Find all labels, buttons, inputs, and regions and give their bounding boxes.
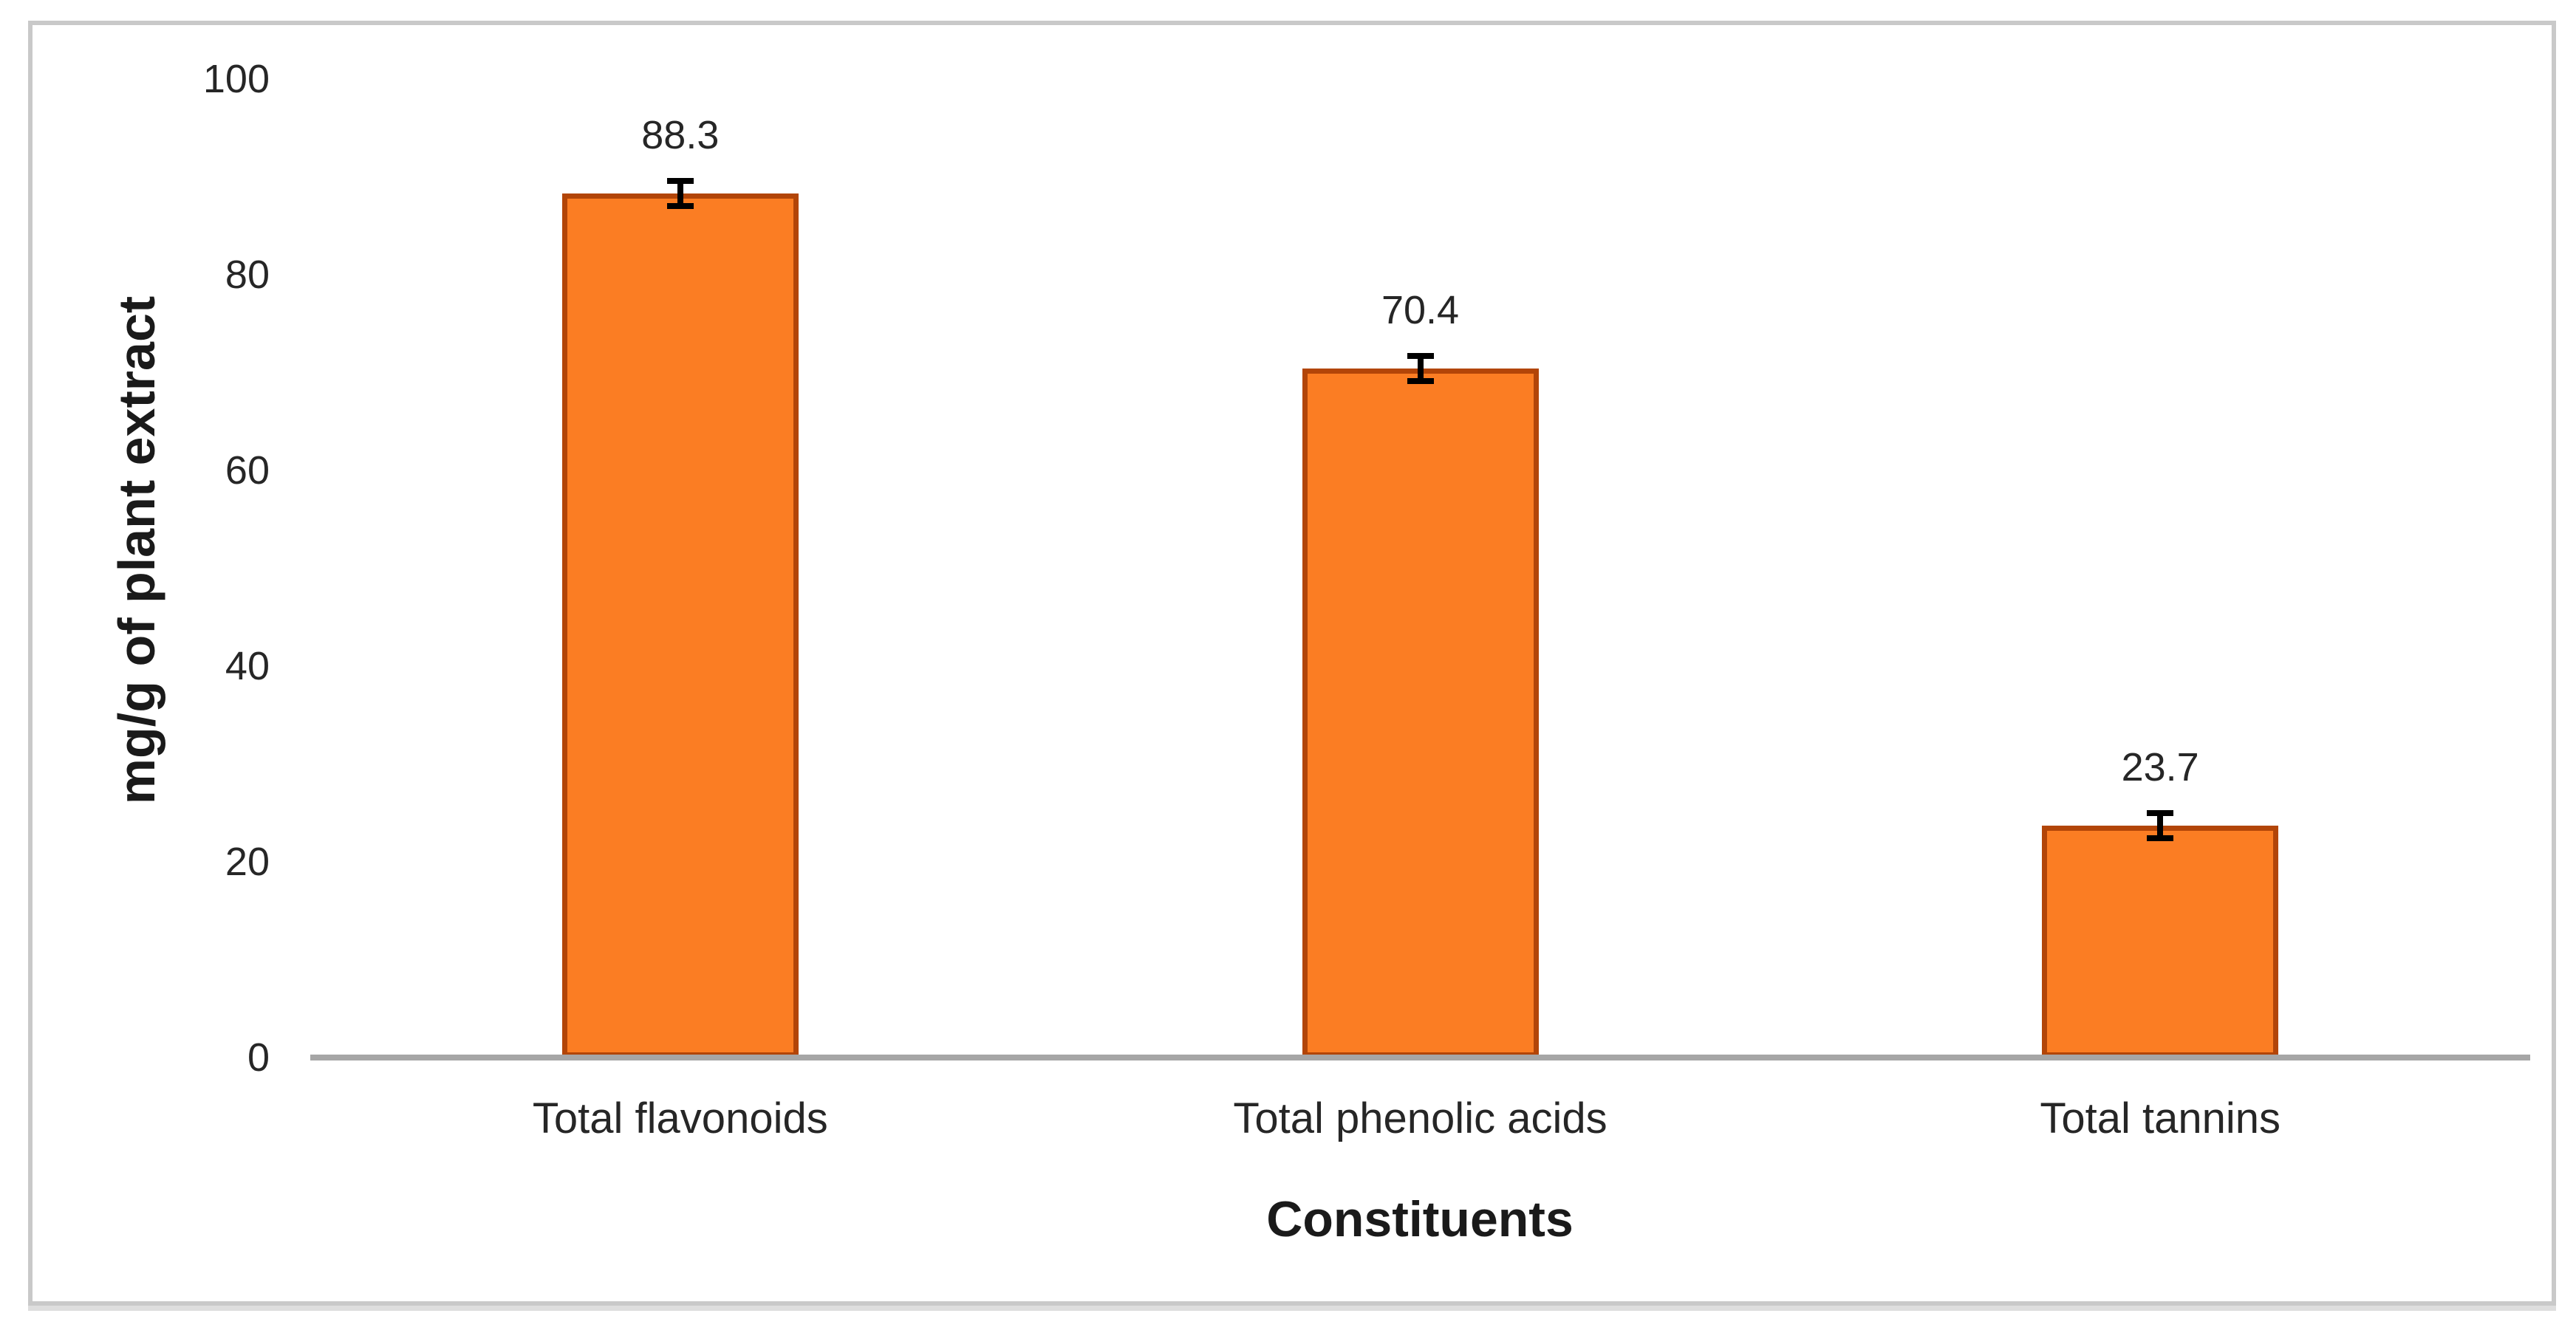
bar-value-label: 23.7 xyxy=(2121,744,2199,789)
error-bar xyxy=(2147,835,2174,842)
y-tick-label: 40 xyxy=(225,644,270,688)
bar xyxy=(2042,825,2279,1058)
category-label: Total tannins xyxy=(2040,1094,2281,1142)
bar xyxy=(561,193,799,1058)
error-bar xyxy=(2147,809,2174,816)
y-tick-label: 0 xyxy=(247,1035,270,1080)
error-bar xyxy=(677,183,683,204)
error-bar xyxy=(1407,352,1434,359)
y-tick-label: 80 xyxy=(225,253,270,297)
category-label: Total flavonoids xyxy=(532,1094,828,1142)
y-tick-label: 60 xyxy=(225,448,270,493)
y-tick-label: 100 xyxy=(202,57,270,101)
error-bar xyxy=(666,203,694,210)
error-bar xyxy=(1417,358,1424,379)
figure-border xyxy=(28,21,2556,1306)
error-bar xyxy=(2157,815,2164,836)
bar-value-label: 70.4 xyxy=(1381,288,1460,333)
bar xyxy=(1302,369,1539,1058)
error-bar xyxy=(666,177,694,184)
bar-value-label: 88.3 xyxy=(641,113,720,158)
x-axis-line xyxy=(310,1055,2530,1060)
y-axis-title: mg/g of plant extract xyxy=(108,295,165,805)
category-label: Total phenolic acids xyxy=(1233,1094,1608,1142)
error-bar xyxy=(1407,378,1434,385)
x-axis-title: Constituents xyxy=(1266,1191,1574,1247)
y-tick-label: 20 xyxy=(225,840,270,884)
